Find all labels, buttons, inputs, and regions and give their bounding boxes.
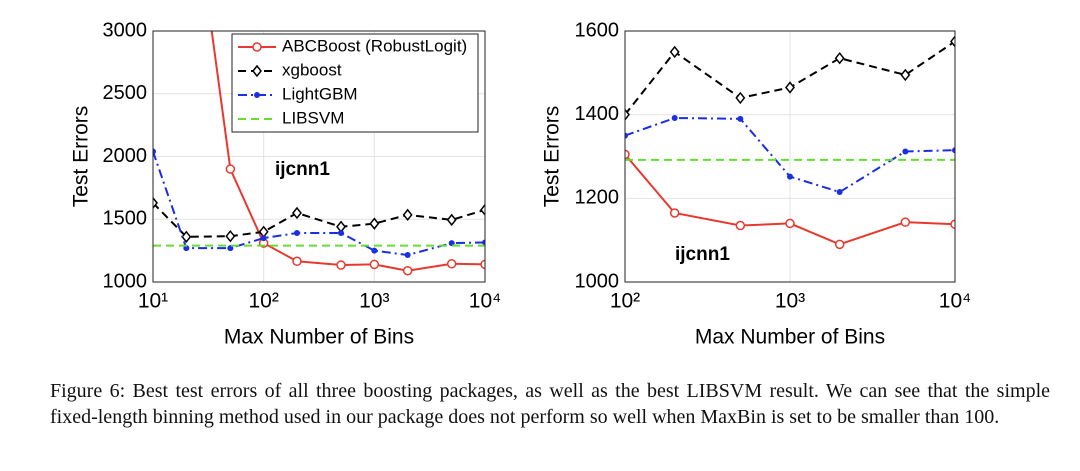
point [671, 115, 678, 122]
point [480, 203, 485, 217]
point [625, 149, 630, 160]
x-tick-label: 10³ [775, 290, 805, 313]
chart: 1000 1200 1400 1600 10² 10³ 10⁴ Max Number of B… [541, 19, 972, 348]
point [293, 230, 300, 237]
axes-box [624, 30, 956, 283]
point [480, 259, 485, 270]
point [834, 51, 845, 65]
figure: 1000 1500 2000 2500 3000 10¹ 10² 10³ 10⁴ Max Numb… [70, 19, 972, 349]
point [369, 217, 380, 230]
point [225, 164, 236, 174]
series-line [210, 31, 485, 272]
x-tick-label: 10³ [359, 290, 389, 313]
point [787, 173, 793, 180]
plot-area [153, 31, 485, 276]
point [625, 108, 630, 121]
point [834, 239, 845, 250]
x-axis-label: Max Number of Bins [695, 326, 885, 349]
point [836, 189, 843, 196]
x-axis-label: Max Number of Bins [224, 326, 414, 349]
legend-label: ABCBoost (RobustLogit) [282, 36, 467, 55]
point [153, 148, 156, 155]
legend-box [231, 33, 479, 133]
caption: Figure 6: Best test errors of all three … [50, 380, 1050, 428]
series-line [153, 202, 485, 238]
x-tick-label: 10¹ [138, 290, 168, 313]
point [225, 229, 236, 243]
x-tick-label: 10⁴ [469, 290, 501, 313]
legend-marker [252, 64, 262, 78]
point [902, 148, 909, 155]
point [900, 68, 911, 82]
point [735, 91, 746, 105]
annotation: ijcnn1 [675, 244, 730, 265]
point [292, 256, 302, 267]
point [336, 260, 346, 270]
series-line [153, 151, 485, 257]
legend-label: LightGBM [282, 84, 358, 103]
point [260, 235, 267, 242]
legend-label: xgboost [282, 60, 342, 79]
x-tick-label: 10² [610, 290, 640, 313]
point [737, 115, 744, 122]
point [785, 218, 795, 229]
point [950, 219, 955, 230]
point [669, 45, 680, 59]
point [625, 132, 628, 139]
y-tick-label: 1200 [575, 187, 620, 209]
point [404, 252, 411, 259]
y-tick-label: 2000 [103, 145, 148, 167]
y-tick-label: 1000 [575, 270, 620, 292]
y-tick-label: 1000 [103, 270, 148, 292]
x-tick-label: 10² [248, 290, 278, 313]
point [448, 240, 455, 247]
legend-label: LIBSVM [282, 108, 344, 127]
point [402, 208, 413, 222]
point [950, 35, 955, 48]
point [292, 206, 302, 220]
annotation: ijcnn1 [275, 159, 330, 180]
y-tick-label: 1600 [575, 19, 620, 41]
point [785, 81, 795, 94]
point [371, 247, 378, 254]
y-tick-label: 1500 [103, 208, 148, 230]
x-tick-label: 10⁴ [939, 290, 971, 313]
y-axis-label: Test Errors [541, 106, 564, 208]
point [735, 220, 746, 231]
point [369, 259, 380, 270]
legend: ABCBoost (RobustLogit) xgboost LightGBM LIB… [231, 33, 479, 133]
y-tick-label: 2500 [103, 82, 148, 104]
point [402, 265, 413, 276]
axes-box [152, 30, 486, 283]
point [181, 230, 192, 244]
point [338, 230, 345, 237]
point [446, 213, 457, 227]
chart: 1000 1500 2000 2500 3000 10¹ 10² 10³ 10⁴ Max Numb… [70, 19, 502, 349]
point [482, 239, 485, 246]
point [183, 245, 190, 252]
point [446, 259, 457, 269]
legend-marker [252, 42, 262, 52]
point [900, 217, 911, 227]
point [669, 208, 680, 218]
point [153, 196, 158, 210]
y-tick-label: 1400 [575, 103, 620, 125]
point [227, 245, 234, 252]
plot-area [625, 35, 955, 250]
point [952, 147, 955, 154]
legend-marker [254, 92, 260, 98]
y-axis-label: Test Errors [70, 106, 93, 208]
y-tick-label: 3000 [103, 19, 148, 41]
